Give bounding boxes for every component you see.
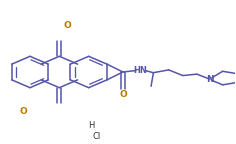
Text: H: H — [88, 121, 94, 130]
Text: O: O — [19, 107, 27, 116]
Text: O: O — [64, 21, 72, 30]
Text: HN: HN — [134, 66, 148, 75]
Text: Cl: Cl — [93, 132, 101, 141]
Text: O: O — [119, 90, 127, 99]
Text: N: N — [206, 75, 214, 84]
